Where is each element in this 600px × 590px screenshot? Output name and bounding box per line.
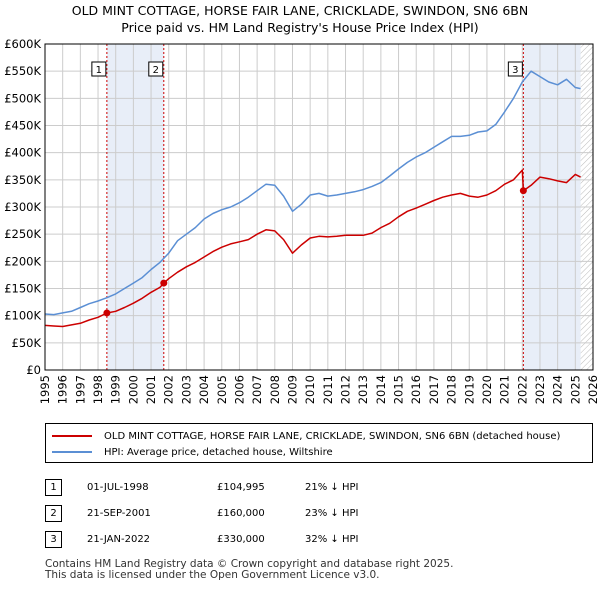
x-tick-label: 2012 <box>339 375 353 404</box>
y-tick-label: £300K <box>4 200 41 214</box>
y-tick-label: £550K <box>4 64 41 78</box>
legend-label-hpi: HPI: Average price, detached house, Wilt… <box>104 446 333 458</box>
transaction-hpi-diff: 32% ↓ HPI <box>305 533 359 545</box>
property-line-swatch <box>52 435 92 437</box>
y-tick-label: £600K <box>4 37 41 51</box>
x-tick-label: 2024 <box>551 375 565 404</box>
sale-label-box <box>148 61 164 77</box>
transaction-date: 21-JAN-2022 <box>87 533 151 545</box>
price-chart: 1 2 3 £0 £50K £100K £150K £200K £250K £300K £350K £… <box>4 37 600 404</box>
y-tick-label: £100K <box>4 309 41 323</box>
y-tick-label: £450K <box>4 119 41 133</box>
x-tick-label: 1996 <box>56 375 70 404</box>
x-tick-label: 2013 <box>356 375 370 404</box>
table-row: 1 01-JUL-1998 £104,995 21% ↓ HPI <box>45 474 358 500</box>
chart-subtitle: Price paid vs. HM Land Registry's House … <box>121 20 479 35</box>
hpi-series-line <box>44 70 581 316</box>
transaction-hpi-diff: 23% ↓ HPI <box>305 507 359 519</box>
legend-item-hpi: HPI: Average price, detached house, Wilt… <box>52 444 333 460</box>
x-tick-label: 1997 <box>73 375 87 404</box>
x-tick-label: 2021 <box>498 375 512 404</box>
transaction-hpi-diff: 21% ↓ HPI <box>305 481 359 493</box>
transaction-badge: 1 <box>45 478 62 496</box>
x-tick-label: 2008 <box>268 375 282 404</box>
x-tick-label: 2000 <box>126 375 140 404</box>
transaction-price: £160,000 <box>217 507 265 519</box>
x-tick-label: 2004 <box>197 375 211 404</box>
transactions-table: 1 01-JUL-1998 £104,995 21% ↓ HPI 2 21-SE… <box>45 474 358 552</box>
y-tick-label: £400K <box>4 146 41 160</box>
x-tick-label: 2022 <box>515 375 529 404</box>
transaction-date: 21-SEP-2001 <box>87 507 151 519</box>
table-row: 2 21-SEP-2001 £160,000 23% ↓ HPI <box>45 500 358 526</box>
sale-label: 1 <box>96 65 102 76</box>
x-tick-label: 2003 <box>179 375 193 404</box>
y-tick-label: £50K <box>12 336 42 350</box>
x-tick-label: 2018 <box>445 375 459 404</box>
chart-title: OLD MINT COTTAGE, HORSE FAIR LANE, CRICK… <box>71 3 529 18</box>
transaction-price: £330,000 <box>217 533 265 545</box>
x-tick-label: 2026 <box>586 375 600 404</box>
sale-label: 3 <box>512 65 518 76</box>
legend-label-property: OLD MINT COTTAGE, HORSE FAIR LANE, CRICK… <box>104 430 561 442</box>
x-tick-label: 2007 <box>250 375 264 404</box>
footer-license: This data is licensed under the Open Gov… <box>45 569 380 581</box>
x-tick-label: 2016 <box>409 375 423 404</box>
x-tick-label: 2019 <box>462 375 476 404</box>
x-tick-label: 2015 <box>392 375 406 404</box>
y-tick-label: £0 <box>26 363 41 377</box>
x-tick-label: 1995 <box>38 375 52 404</box>
property-series-line <box>44 169 581 328</box>
x-tick-label: 2009 <box>285 375 299 404</box>
x-tick-label: 2023 <box>533 375 547 404</box>
table-row: 3 21-JAN-2022 £330,000 32% ↓ HPI <box>45 526 358 552</box>
sale-label: 2 <box>153 65 159 76</box>
transaction-badge: 3 <box>45 530 62 548</box>
transaction-date: 01-JUL-1998 <box>87 481 149 493</box>
y-tick-label: £150K <box>4 282 41 296</box>
x-tick-label: 1998 <box>91 375 105 404</box>
x-tick-label: 2011 <box>321 375 335 404</box>
transaction-price: £104,995 <box>217 481 265 493</box>
sale-label-box <box>507 61 523 77</box>
x-tick-label: 2010 <box>303 375 317 404</box>
x-tick-label: 2006 <box>232 375 246 404</box>
x-tick-label: 2014 <box>374 375 388 404</box>
footer: Contains HM Land Registry data © Crown c… <box>45 559 453 581</box>
x-tick-label: 2002 <box>162 375 176 404</box>
y-tick-label: £350K <box>4 173 41 187</box>
legend-item-property: OLD MINT COTTAGE, HORSE FAIR LANE, CRICK… <box>52 428 560 444</box>
y-tick-label: £250K <box>4 227 41 241</box>
sale-point <box>103 309 111 317</box>
x-tick-label: 2025 <box>568 375 582 404</box>
x-tick-label: 1999 <box>109 375 123 404</box>
y-tick-label: £200K <box>4 254 41 268</box>
transaction-badge: 2 <box>45 504 62 522</box>
footer-copyright: Contains HM Land Registry data © Crown c… <box>45 558 454 570</box>
y-tick-label: £500K <box>4 91 41 105</box>
legend: OLD MINT COTTAGE, HORSE FAIR LANE, CRICK… <box>45 423 593 463</box>
x-tick-label: 2005 <box>215 375 229 404</box>
hpi-line-swatch <box>52 451 92 453</box>
x-tick-label: 2020 <box>480 375 494 404</box>
x-tick-label: 2017 <box>427 375 441 404</box>
plot-frame <box>44 43 594 371</box>
sale-point <box>160 279 168 287</box>
sale-label-box <box>91 61 107 77</box>
sale-point <box>519 187 527 195</box>
x-tick-label: 2001 <box>144 375 158 404</box>
